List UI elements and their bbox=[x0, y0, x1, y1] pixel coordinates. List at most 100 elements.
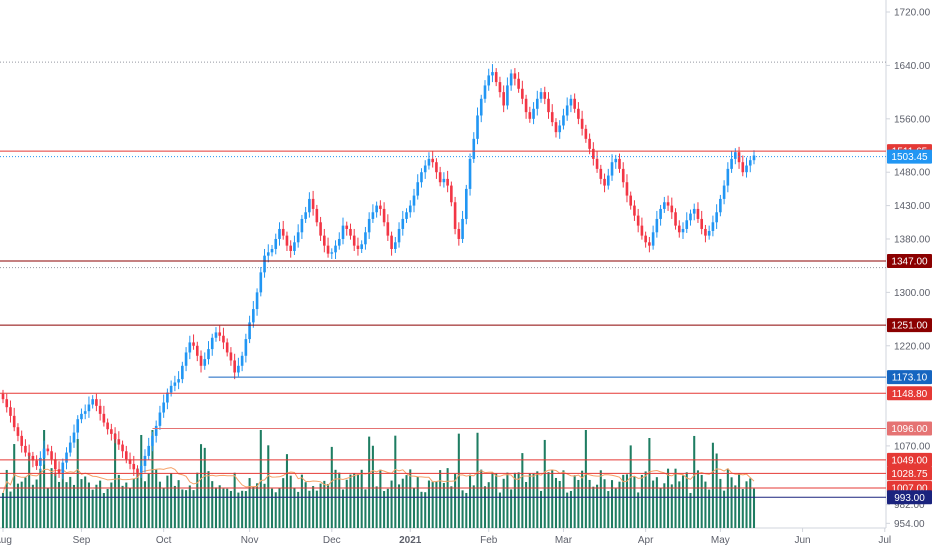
volume-bar bbox=[24, 477, 27, 528]
volume-bar bbox=[43, 430, 46, 528]
level-tag-box bbox=[887, 490, 932, 505]
candle-body bbox=[741, 162, 745, 173]
candle-body bbox=[438, 172, 442, 183]
volume-bar bbox=[704, 481, 707, 528]
time-tick-label: Oct bbox=[156, 535, 172, 546]
candle-body bbox=[633, 205, 636, 216]
volume-bar bbox=[625, 474, 628, 528]
volume-bar bbox=[31, 484, 34, 528]
level-tag-label: 1028.75 bbox=[891, 469, 928, 480]
level-tag-label: 1503.45 bbox=[891, 152, 928, 163]
time-axis[interactable]: Aug Sep Oct Nov Dec 2021 Feb Mar Apr May Jun Jul bbox=[0, 528, 891, 546]
candle-body bbox=[57, 469, 61, 474]
candle-body bbox=[229, 352, 233, 361]
candle-body bbox=[169, 385, 173, 393]
volume-bar bbox=[513, 472, 516, 528]
candle-body bbox=[689, 213, 692, 221]
candle-body bbox=[364, 232, 367, 245]
candle-body bbox=[704, 228, 707, 236]
volume-bar bbox=[72, 484, 76, 528]
volume-bar bbox=[670, 484, 673, 528]
candle-body bbox=[677, 225, 681, 233]
candle-body bbox=[386, 222, 390, 236]
volume-bar bbox=[226, 488, 229, 528]
candle-body bbox=[237, 365, 240, 373]
candle-body bbox=[244, 339, 248, 356]
candle-body bbox=[95, 399, 98, 406]
candle-body bbox=[610, 162, 614, 176]
volume-bar bbox=[405, 475, 408, 528]
volume-bar bbox=[181, 489, 184, 528]
volume-bar bbox=[102, 492, 105, 528]
volume-bar bbox=[87, 482, 90, 528]
candle-body bbox=[618, 158, 621, 169]
candle-body bbox=[532, 108, 535, 119]
candle-body bbox=[341, 225, 345, 239]
volume-bar bbox=[592, 486, 595, 528]
volume-bar bbox=[517, 472, 520, 528]
candle-body bbox=[199, 355, 203, 366]
level-tags-layer: 1511.651503.451347.001251.001173.101148.… bbox=[887, 144, 932, 505]
candle-body bbox=[367, 218, 371, 233]
candle-body bbox=[1, 393, 5, 400]
volume-bar bbox=[409, 469, 412, 528]
volume-bar bbox=[498, 492, 501, 528]
candle-body bbox=[166, 392, 169, 403]
candle-body bbox=[394, 242, 397, 249]
volume-bar bbox=[551, 469, 554, 528]
volume-bar bbox=[315, 490, 318, 528]
candle-body bbox=[397, 228, 401, 243]
volume-bar bbox=[285, 454, 288, 528]
volume-bar bbox=[652, 480, 655, 528]
volume-bar bbox=[158, 481, 161, 528]
candle-body bbox=[248, 322, 251, 340]
volume-bar bbox=[353, 473, 356, 528]
candle-body bbox=[326, 245, 330, 254]
volume-bar bbox=[480, 469, 483, 528]
candle-body bbox=[648, 242, 651, 246]
volume-bar bbox=[69, 476, 72, 528]
candle-body bbox=[681, 228, 685, 233]
volume-bar bbox=[745, 481, 748, 528]
volume-bar bbox=[525, 481, 528, 528]
volume-bar bbox=[270, 488, 274, 528]
volume-bar bbox=[379, 469, 382, 528]
volume-bar bbox=[278, 488, 281, 528]
volume-bar bbox=[95, 484, 98, 528]
candle-body bbox=[61, 462, 65, 474]
volume-bar bbox=[330, 446, 333, 528]
candle-body bbox=[562, 115, 565, 126]
volume-bar bbox=[35, 479, 38, 528]
candle-body bbox=[319, 222, 322, 236]
volume-bar bbox=[185, 490, 188, 528]
price-axis[interactable]: 1720.00 1640.00 1560.00 1480.00 1430.00 1380.… bbox=[886, 8, 931, 530]
candle-body bbox=[431, 158, 434, 163]
candle-body bbox=[517, 78, 520, 89]
candle-body bbox=[289, 245, 293, 251]
volume-bar bbox=[46, 488, 49, 528]
volume-bar bbox=[528, 473, 531, 528]
candle-body bbox=[521, 88, 524, 99]
volume-bar bbox=[420, 491, 423, 528]
volume-bar bbox=[293, 488, 296, 528]
candle-body bbox=[181, 365, 184, 380]
volume-bar bbox=[648, 437, 651, 528]
level-tag-box bbox=[887, 318, 932, 333]
volume-bar bbox=[390, 480, 393, 528]
volume-bar bbox=[155, 469, 158, 528]
volume-bar bbox=[693, 435, 696, 528]
volume-bar bbox=[738, 473, 741, 528]
candle-body bbox=[476, 115, 479, 139]
volume-bar bbox=[222, 488, 225, 528]
candle-body bbox=[222, 335, 225, 343]
level-tag-label: 1173.10 bbox=[892, 373, 928, 384]
volume-bar bbox=[218, 485, 221, 528]
volume-bar bbox=[121, 485, 124, 528]
volume-bar bbox=[599, 470, 602, 528]
candle-body bbox=[558, 125, 562, 133]
volume-bar bbox=[274, 492, 277, 528]
price-tick-label: 954.00 bbox=[894, 519, 925, 530]
candle-body bbox=[580, 118, 584, 129]
volume-bar bbox=[618, 481, 621, 528]
